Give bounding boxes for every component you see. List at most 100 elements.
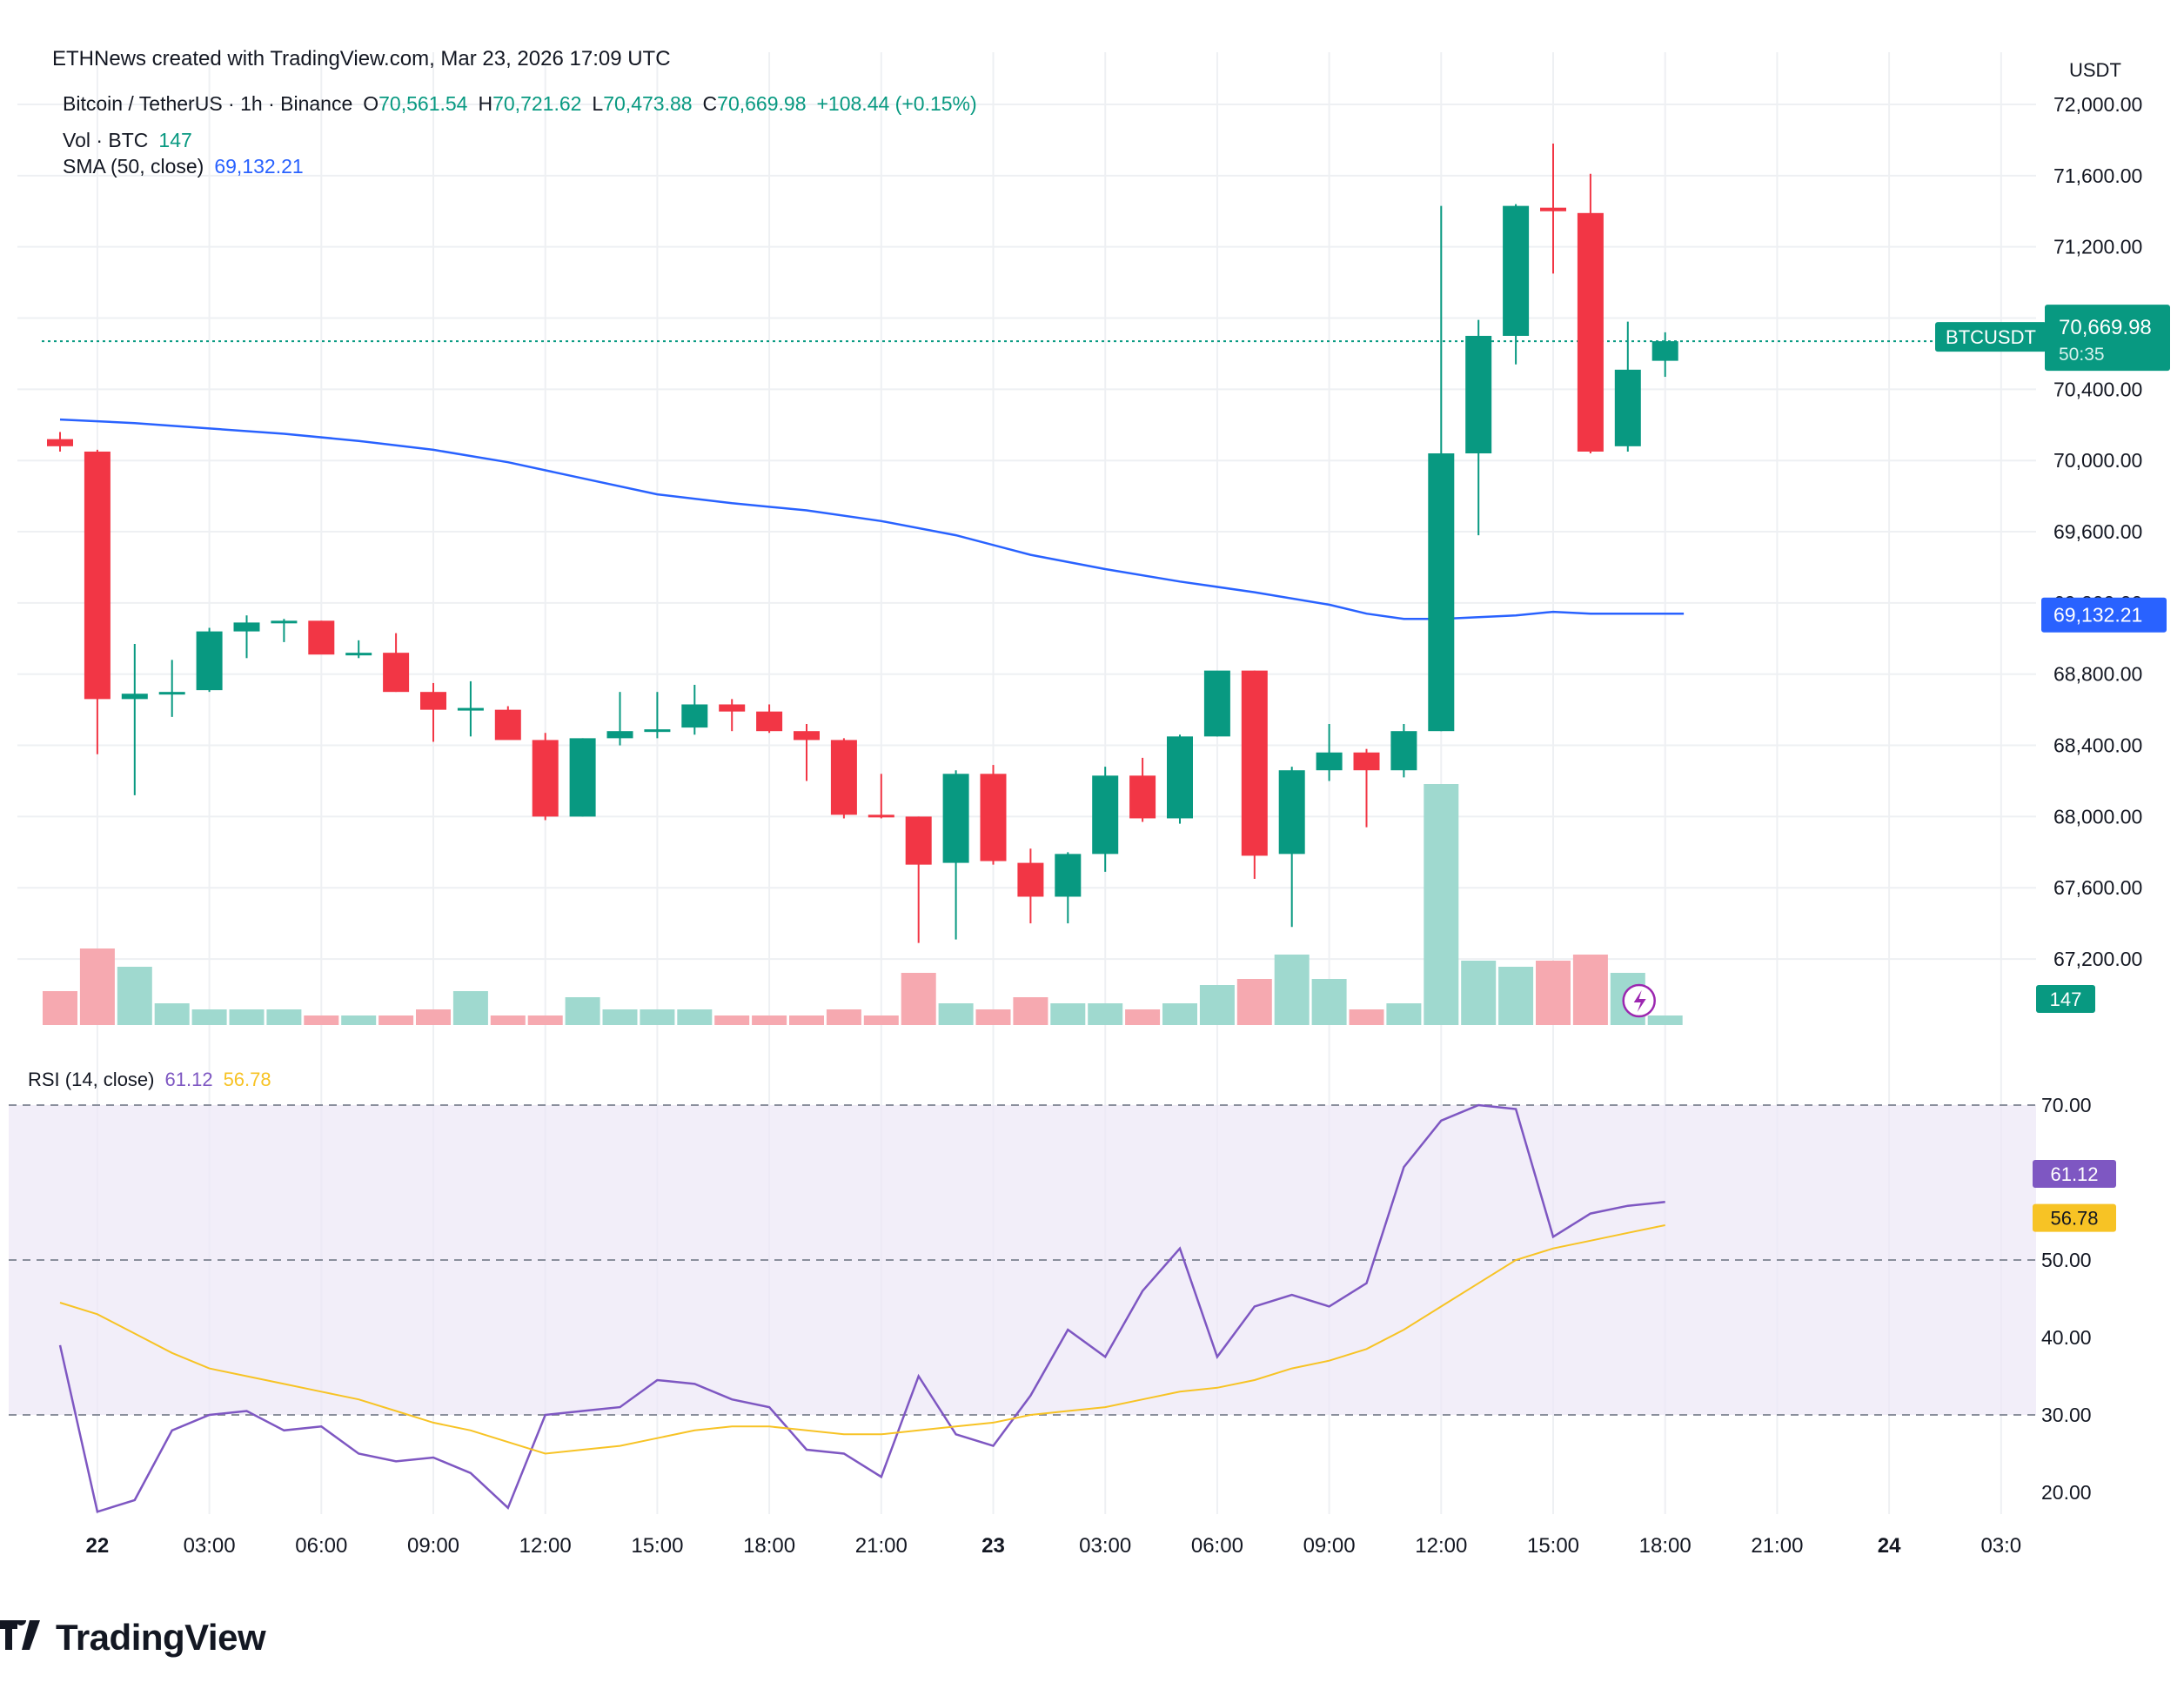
volume-bar <box>1088 1003 1123 1025</box>
candle-body <box>1353 752 1380 771</box>
symbol-legend[interactable]: Bitcoin / TetherUS · 1h · Binance O70,561… <box>63 92 977 116</box>
price-tick-label: 68,400.00 <box>2053 734 2142 757</box>
close-value: 70,669.98 <box>717 92 807 115</box>
price-tick-label: 69,600.00 <box>2053 520 2142 543</box>
sma-value: 69,132.21 <box>214 155 304 178</box>
candle-body <box>942 774 969 863</box>
volume-label: Vol · BTC <box>63 129 149 151</box>
candle-body <box>271 620 298 624</box>
price-tick-label: 71,200.00 <box>2053 236 2142 258</box>
price-tag <box>2045 305 2170 372</box>
volume-bar <box>416 1009 451 1025</box>
time-tick-label: 03:00 <box>184 1534 236 1558</box>
time-tick-label: 18:00 <box>743 1534 795 1558</box>
price-tick-label: 68,000.00 <box>2053 805 2142 828</box>
volume-bar <box>266 1009 302 1025</box>
time-tick-label: 21:00 <box>1751 1534 1803 1558</box>
sma-label: SMA (50, close) <box>63 155 204 178</box>
symbol-title: Bitcoin / TetherUS · 1h · Binance <box>63 92 353 115</box>
rsi-legend[interactable]: RSI (14, close) 61.12 56.78 <box>28 1069 271 1091</box>
open-label: O <box>363 92 379 115</box>
rsi-value: 61.12 <box>164 1069 213 1090</box>
price-tick-label: 70,000.00 <box>2053 449 2142 472</box>
low-label: L <box>592 92 604 115</box>
candle-body <box>905 816 932 865</box>
candle-body <box>644 729 671 733</box>
volume-bar <box>1536 961 1571 1025</box>
price-tick-label: 67,200.00 <box>2053 948 2142 970</box>
close-label: C <box>702 92 718 115</box>
volume-bar <box>1311 979 1347 1025</box>
price-tick-label: 68,800.00 <box>2053 663 2142 686</box>
price-tick-label: 71,600.00 <box>2053 164 2142 187</box>
candle-body <box>719 704 746 712</box>
rsi-tick-label: 40.00 <box>2041 1326 2092 1349</box>
rsi-label: RSI (14, close) <box>28 1069 155 1090</box>
volume-bar <box>452 991 488 1025</box>
volume-tag-value: 147 <box>2050 989 2082 1010</box>
volume-bar <box>1461 961 1497 1025</box>
candle-body <box>1577 212 1604 452</box>
high-value: 70,721.62 <box>492 92 582 115</box>
volume-bar <box>1236 979 1272 1025</box>
volume-bar <box>229 1009 265 1025</box>
volume-bar <box>1050 1003 1086 1025</box>
volume-bar <box>640 1009 675 1025</box>
candle-body <box>1167 736 1193 819</box>
rsi-tick-label: 30.00 <box>2041 1404 2092 1426</box>
candle-body <box>420 692 446 710</box>
tradingview-logo[interactable]: TradingView <box>0 1615 266 1659</box>
candle-body <box>1651 341 1678 361</box>
candle-body <box>1465 335 1492 454</box>
time-tick-label: 24 <box>1878 1534 1901 1558</box>
volume-bar <box>1424 784 1459 1025</box>
volume-legend[interactable]: Vol · BTC 147 <box>63 129 192 152</box>
candle-body <box>47 439 73 446</box>
volume-bar <box>826 1009 861 1025</box>
time-tick-label: 12:00 <box>1415 1534 1467 1558</box>
rsi-ma-tag-value: 56.78 <box>2050 1208 2098 1230</box>
rsi-ma-tag <box>2033 1203 2116 1232</box>
candle-body <box>1017 862 1044 897</box>
sma-tag-value: 69,132.21 <box>2053 604 2142 627</box>
high-label: H <box>478 92 493 115</box>
rsi-tick-label: 50.00 <box>2041 1249 2092 1271</box>
candle-body <box>756 711 783 732</box>
candle-body <box>196 631 223 691</box>
volume-bar <box>527 1015 563 1025</box>
volume-bar <box>1386 1003 1422 1025</box>
candle-body <box>1129 775 1156 819</box>
rsi-tag <box>2033 1160 2116 1189</box>
open-value: 70,561.54 <box>379 92 468 115</box>
time-tick-label: 23 <box>981 1534 1005 1558</box>
time-tick-label: 09:00 <box>1303 1534 1356 1558</box>
volume-tag <box>2036 985 2095 1013</box>
volume-bar <box>1572 955 1608 1025</box>
volume-bar <box>901 973 936 1025</box>
time-tick-label: 15:00 <box>1527 1534 1579 1558</box>
candle-body <box>1092 775 1119 855</box>
candle-body <box>84 451 111 700</box>
volume-bar <box>79 948 115 1025</box>
candle-body <box>1428 453 1455 732</box>
volume-bar <box>117 967 152 1025</box>
time-tick-label: 18:00 <box>1639 1534 1692 1558</box>
price-tag-value: 70,669.98 <box>2059 316 2152 339</box>
chart-header: ETHNews created with TradingView.com, Ma… <box>0 0 2184 226</box>
volume-bar <box>1162 1003 1197 1025</box>
candle-body <box>868 814 894 818</box>
sma-legend[interactable]: SMA (50, close) 69,132.21 <box>63 155 304 178</box>
candle-body <box>1540 207 1566 211</box>
credit-line: ETHNews created with TradingView.com, Ma… <box>52 47 671 70</box>
time-tick-label: 15:00 <box>631 1534 683 1558</box>
candle-body <box>308 620 335 655</box>
lightning-bolt-icon <box>1633 990 1646 1012</box>
candle-body <box>1614 369 1641 446</box>
volume-bar <box>1125 1009 1161 1025</box>
volume-bar <box>154 1003 190 1025</box>
time-tick-label: 06:00 <box>295 1534 347 1558</box>
volume-bar <box>1647 1015 1683 1025</box>
volume-bar <box>565 997 600 1025</box>
symbol-tag <box>1935 322 2047 352</box>
